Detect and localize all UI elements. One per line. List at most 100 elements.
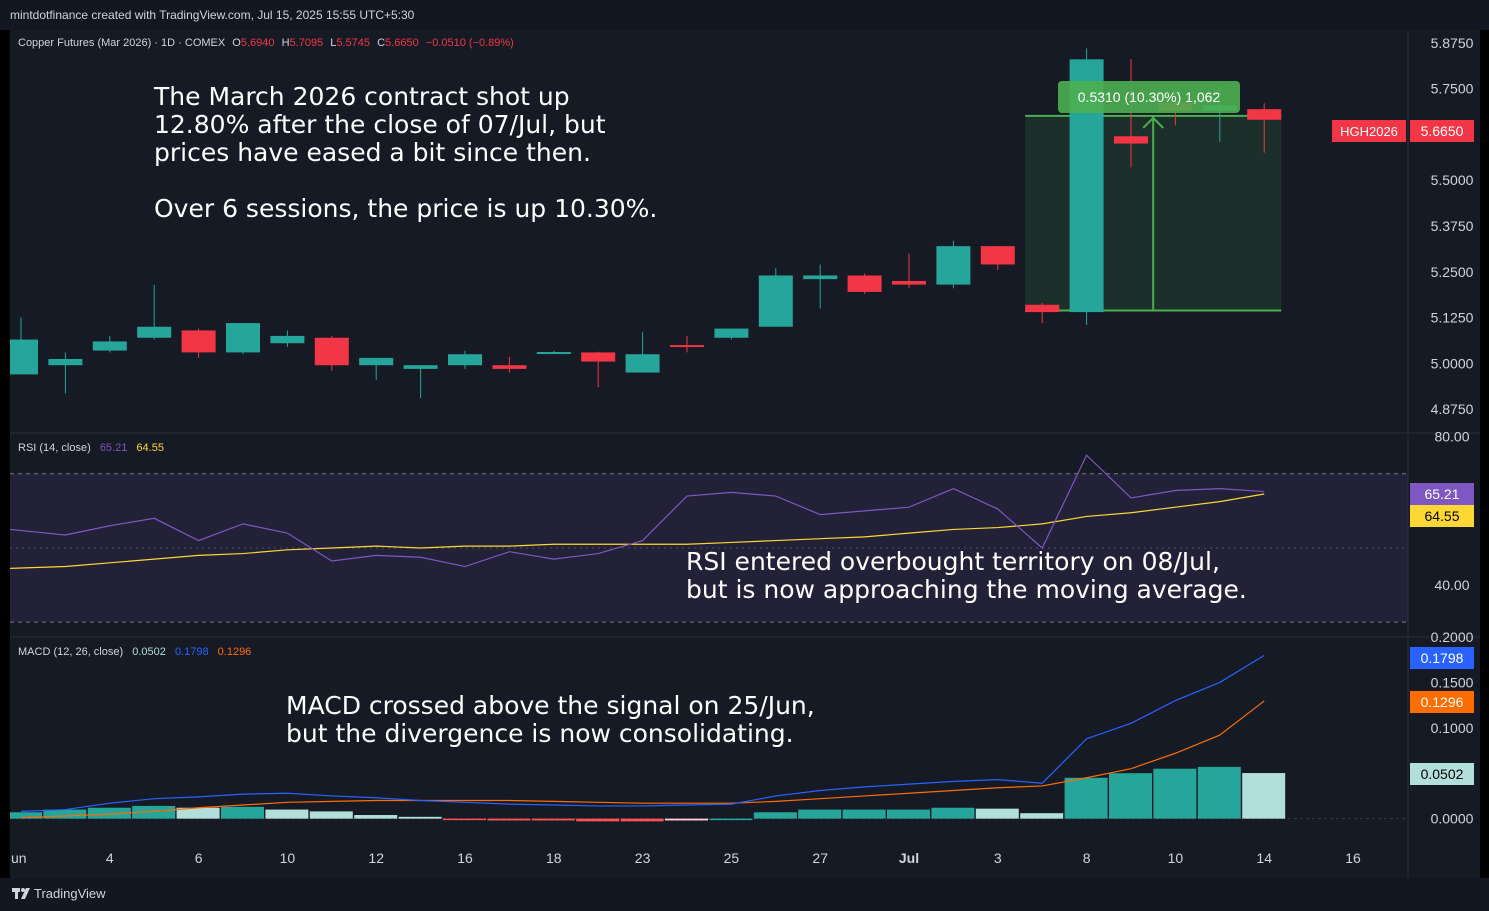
rsi-lines-group [10, 454, 1265, 569]
macd-histogram-bar [798, 809, 842, 819]
candle-body [48, 358, 83, 366]
candle-body [1025, 304, 1060, 313]
macd-histogram-bar [443, 818, 486, 821]
macd-histogram-bar [931, 807, 975, 819]
candle-body [847, 275, 882, 292]
time-tick-label: 12 [368, 850, 384, 866]
candle-body [270, 335, 305, 344]
rsi-tag-value: 65.21 [1424, 486, 1459, 502]
rsi-annotation-line: RSI entered overbought territory on 08/J… [686, 547, 1220, 576]
rsi-ma-tag-value: 64.55 [1424, 508, 1459, 524]
symbol-tag-text: HGH2026 [1340, 124, 1398, 139]
price-tick-label: 5.1250 [1431, 310, 1474, 326]
price-annotation-line: The March 2026 contract shot up [153, 82, 570, 111]
macd-histogram-bar [1197, 766, 1241, 819]
macd-tick-label: 0.1000 [1431, 720, 1474, 736]
macd-legend-signal: 0.1296 [218, 646, 252, 658]
legend-open: 5.6940 [241, 37, 275, 49]
chart-background [10, 30, 1480, 878]
rsi-axis-ticks: 80.00 40.00 [1434, 429, 1469, 593]
candle-body [803, 275, 838, 280]
macd-annotation-line: but the divergence is now consolidating. [286, 719, 794, 748]
rsi-tag-bg [1410, 483, 1474, 505]
macd-histogram-bar [43, 809, 87, 819]
price-tick-label: 5.5000 [1431, 172, 1474, 188]
macd-histogram-bar [221, 806, 264, 819]
rsi-legend: RSI (14, close) 65.21 64.55 [18, 442, 164, 454]
rsi-ma-line [10, 493, 1265, 569]
macd-axis-ticks: 0.2000 0.1500 0.1000 0.0000 [1431, 629, 1474, 827]
candle-body [892, 280, 926, 285]
candle-body [92, 341, 127, 351]
time-tick-label: 10 [1168, 850, 1184, 866]
macd-histogram-bar [176, 807, 220, 819]
macd-histogram-bar [1020, 813, 1064, 819]
signal-tag-bg [1410, 691, 1474, 713]
rsi-ma-tag-bg [1410, 505, 1474, 527]
price-axis-ticks: 5.87505.75005.62505.50005.37505.25005.12… [1431, 35, 1474, 417]
legend-symbol: Copper Futures (Mar 2026) · 1D · COMEX [18, 37, 226, 49]
time-tick-label: 27 [812, 850, 828, 866]
macd-histogram-bar [265, 809, 309, 819]
legend-o-label: O [232, 37, 241, 49]
candle-body [492, 365, 527, 369]
time-tick-label: 14 [1256, 850, 1272, 866]
measure-label-bg [1058, 81, 1240, 113]
macd-line [20, 654, 1265, 812]
macd-histogram-bar [753, 812, 797, 819]
macd-histogram-bar [87, 807, 131, 819]
chart-canvas[interactable]: 0.5310 (10.30%) 1,062 5.87505.75005.6250… [10, 30, 1480, 878]
macd-histogram-bar [531, 818, 575, 821]
time-tick-label: 10 [280, 850, 296, 866]
macd-legend: MACD (12, 26, close) 0.0502 0.1798 0.129… [18, 646, 251, 658]
legend-close: 5.6650 [385, 37, 419, 49]
rsi-annotation-line: but is now approaching the moving averag… [686, 575, 1247, 604]
macd-histogram-bar [487, 818, 531, 821]
rsi-legend-ma: 64.55 [136, 442, 164, 454]
macd-histogram-bar [1064, 777, 1108, 819]
candle-body [980, 246, 1015, 265]
macd-histogram-bar [1153, 768, 1197, 819]
price-tick-label: 5.0000 [1431, 355, 1474, 371]
rsi-value-tags: 65.21 64.55 [1410, 483, 1474, 527]
macd-histogram-bar [10, 812, 42, 819]
macd-tick-label: 0.2000 [1431, 629, 1474, 645]
legend-c-label: C [377, 37, 385, 49]
macd-histogram-bar [1242, 773, 1286, 819]
candle-body [137, 326, 172, 338]
candle-body [314, 337, 349, 366]
attribution-text: mintdotfinance created with TradingView.… [10, 8, 415, 22]
tradingview-brand[interactable]: TradingView [34, 886, 106, 901]
time-tick-label: 16 [1345, 850, 1361, 866]
measure-label: 0.5310 (10.30%) 1,062 [1058, 81, 1240, 113]
symbol-tag-bg [1332, 120, 1406, 142]
price-annotation: The March 2026 contract shot up 12.80% a… [153, 82, 657, 223]
macd-histogram-bar [975, 808, 1019, 819]
rsi-tick-label: 80.00 [1434, 429, 1469, 445]
macd-histogram-bar [132, 805, 176, 819]
time-tick-label: 23 [635, 850, 651, 866]
measure-arrow-head [1142, 116, 1164, 129]
macd-tag-value: 0.1798 [1421, 650, 1464, 666]
macd-legend-hist: 0.0502 [132, 646, 166, 658]
chart-frame: 0.5310 (10.30%) 1,062 5.87505.75005.6250… [10, 30, 1480, 878]
macd-histogram-bar [576, 818, 620, 822]
candle-body [181, 330, 216, 353]
price-tag-bg [1410, 120, 1474, 142]
measure-label-text: 0.5310 (10.30%) 1,062 [1078, 89, 1221, 105]
macd-histogram-bar [354, 815, 398, 819]
macd-annotation: MACD crossed above the signal on 25/Jun,… [286, 691, 815, 748]
price-tick-label: 5.7500 [1431, 81, 1474, 97]
macd-signal-line [20, 700, 1265, 819]
time-tick-label: 3 [994, 850, 1002, 866]
price-tick-label: 5.3750 [1431, 218, 1474, 234]
time-tick-label: un [11, 850, 27, 866]
macd-histogram-bar [398, 816, 442, 819]
macd-histogram-bar [620, 818, 664, 822]
price-tick-label: 5.8750 [1431, 35, 1474, 51]
tradingview-logo-icon[interactable] [11, 878, 31, 909]
macd-group [10, 654, 1286, 822]
candle-body [758, 275, 793, 327]
macd-histogram-bar [309, 811, 353, 819]
rsi-line [10, 454, 1265, 568]
